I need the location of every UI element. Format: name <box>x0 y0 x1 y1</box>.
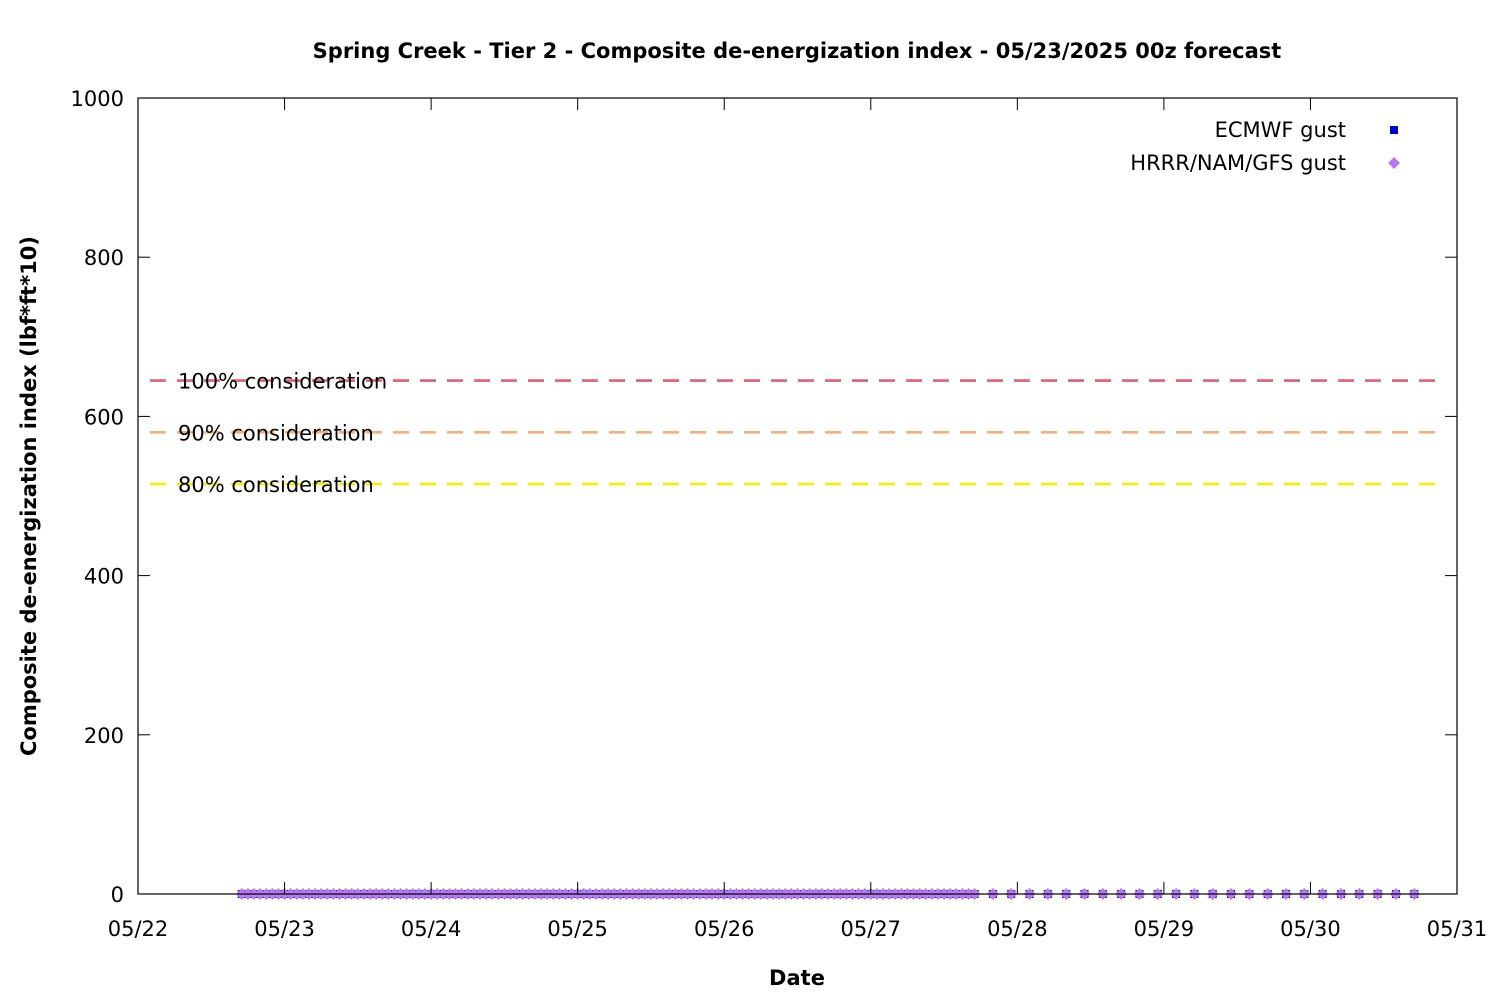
y-tick-label: 1000 <box>71 87 124 111</box>
reference-line-label: 80% consideration <box>178 473 374 497</box>
legend-swatch-diamond <box>1388 157 1400 169</box>
reference-line-label: 100% consideration <box>178 370 387 394</box>
x-tick-label: 05/25 <box>547 917 608 941</box>
chart-title: Spring Creek - Tier 2 - Composite de-ene… <box>313 39 1282 63</box>
x-tick-label: 05/22 <box>108 917 169 941</box>
legend-swatch-square <box>1390 126 1398 134</box>
y-tick-label: 200 <box>84 724 124 748</box>
y-tick-label: 0 <box>111 883 124 907</box>
x-tick-label: 05/28 <box>987 917 1048 941</box>
x-tick-label: 05/23 <box>254 917 315 941</box>
x-tick-label: 05/27 <box>841 917 902 941</box>
y-axis-label: Composite de-energization index (lbf*ft*… <box>17 236 41 756</box>
y-tick-label: 400 <box>84 565 124 589</box>
y-tick-label: 800 <box>84 246 124 270</box>
x-tick-label: 05/30 <box>1280 917 1341 941</box>
y-tick-label: 600 <box>84 405 124 429</box>
reference-lines: 100% consideration 90% consideration 80% c… <box>150 370 1441 497</box>
legend-label: ECMWF gust <box>1215 118 1346 142</box>
x-axis-label: Date <box>769 966 825 990</box>
reference-line-label: 90% consideration <box>178 421 374 445</box>
legend-label: HRRR/NAM/GFS gust <box>1130 151 1346 175</box>
plot-frame <box>137 97 1458 895</box>
legend: ECMWF gust HRRR/NAM/GFS gust <box>1130 118 1400 175</box>
x-tick-label: 05/31 <box>1427 917 1488 941</box>
x-tick-label: 05/24 <box>401 917 462 941</box>
x-tick-label: 05/29 <box>1134 917 1195 941</box>
x-tick-label: 05/26 <box>694 917 755 941</box>
tick-layer: 05/22 05/23 05/24 05/25 05/26 05/27 05/28 05/29… <box>71 87 1488 941</box>
